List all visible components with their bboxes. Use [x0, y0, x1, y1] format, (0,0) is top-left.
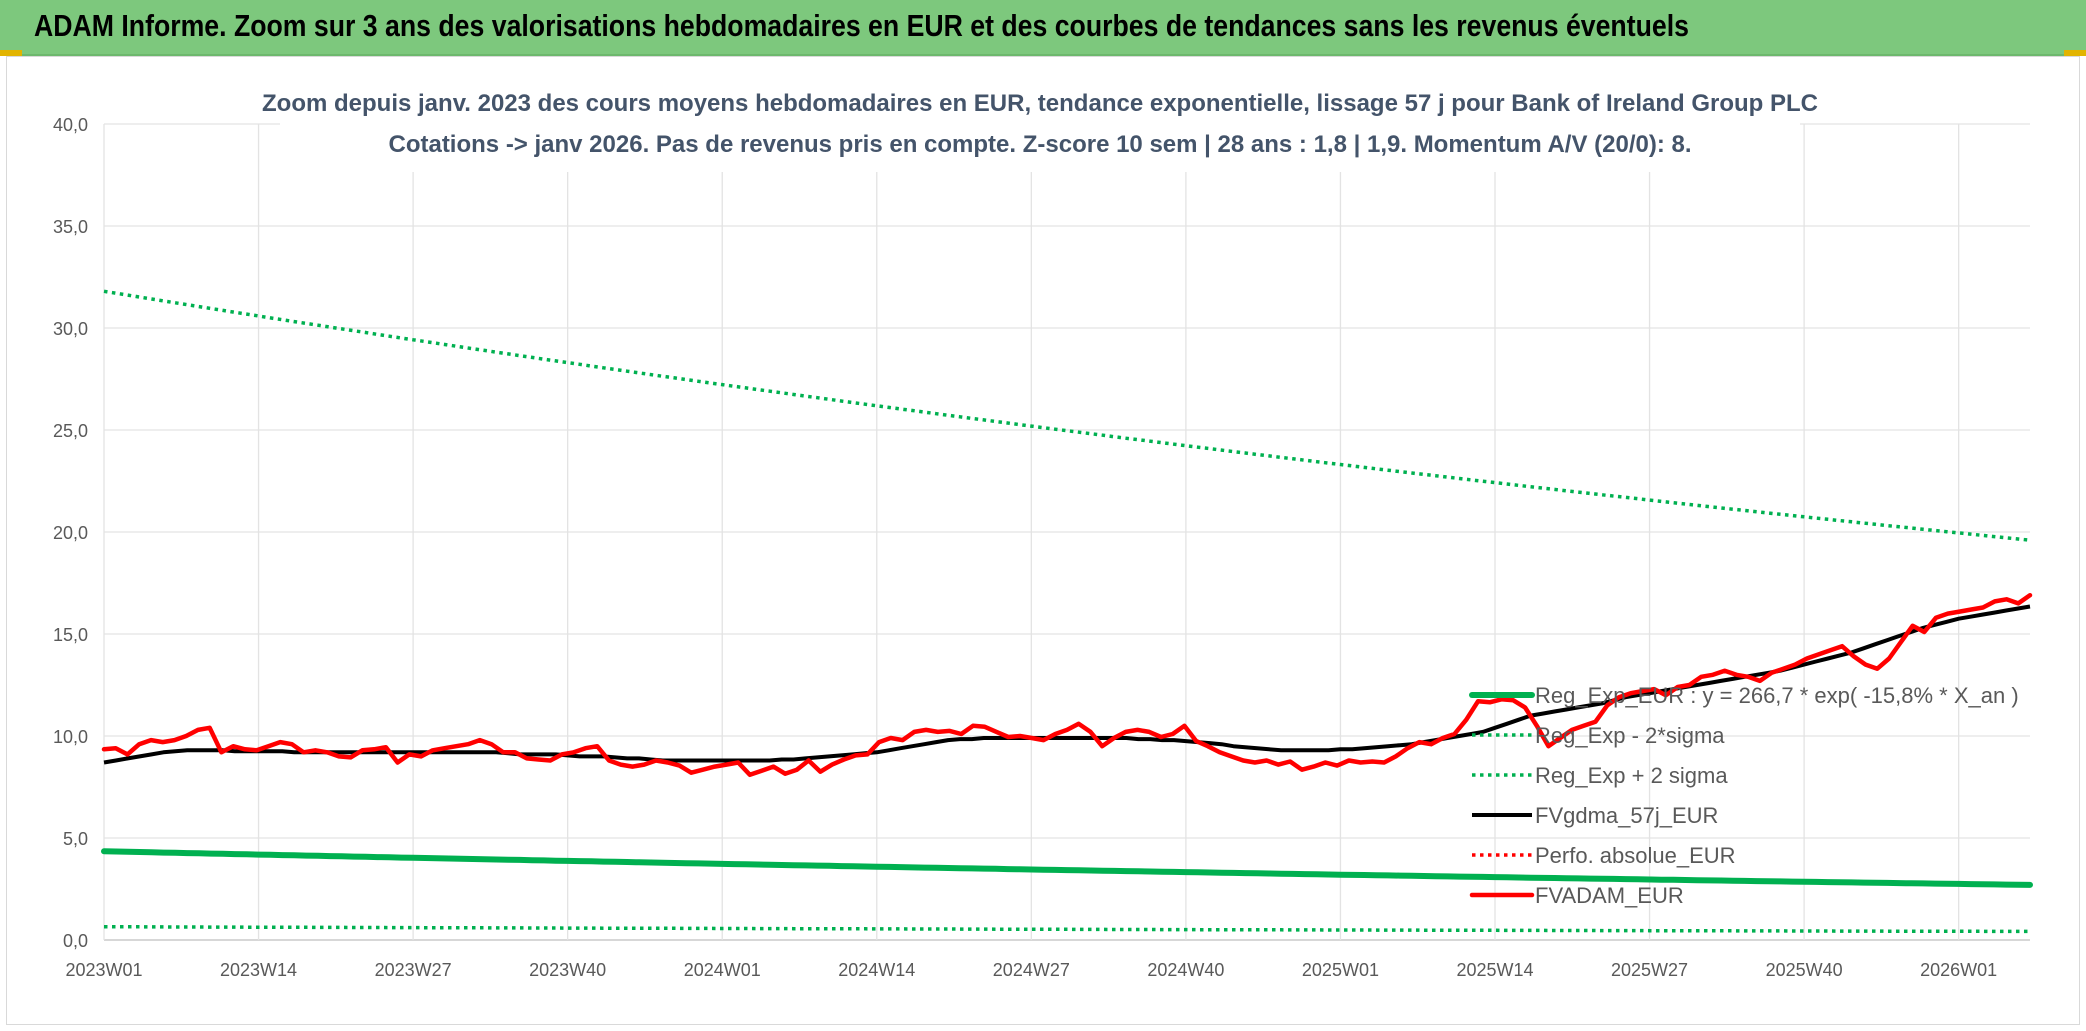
series-reg-exp-line [101, 848, 2033, 888]
x-tick-label: 2023W14 [220, 960, 297, 980]
report-banner: ADAM Informe. Zoom sur 3 ans des valoris… [0, 0, 2086, 56]
y-tick-label: 25,0 [53, 421, 88, 441]
report-title: ADAM Informe. Zoom sur 3 ans des valoris… [34, 8, 1689, 43]
x-tick-label: 2023W27 [375, 960, 452, 980]
x-tick-label: 2023W40 [529, 960, 606, 980]
x-tick-label: 2024W27 [993, 960, 1070, 980]
legend-label-reg-exp: Reg_Exp_EUR : y = 266,7 * exp( -15,8% * … [1535, 683, 2019, 708]
x-tick-label: 2024W40 [1147, 960, 1224, 980]
x-tick-label: 2025W01 [1302, 960, 1379, 980]
legend-label-reg-exp-minus-2sigma: Reg_Exp - 2*sigma [1535, 723, 1725, 748]
y-tick-label: 5,0 [63, 829, 88, 849]
series-fvadam-line [101, 592, 2033, 778]
y-tick-label: 40,0 [53, 115, 88, 135]
chart-frame [6, 56, 2080, 1025]
x-tick-label: 2026W01 [1920, 960, 1997, 980]
chart-title-background [280, 80, 1800, 172]
y-tick-label: 20,0 [53, 523, 88, 543]
legend-label-reg-exp-plus-2sigma: Reg_Exp + 2 sigma [1535, 763, 1728, 788]
x-tick-label: 2025W14 [1456, 960, 1533, 980]
x-tick-label: 2024W01 [684, 960, 761, 980]
y-tick-label: 15,0 [53, 625, 88, 645]
series-reg-exp-minus-2sigma-line [103, 924, 2030, 934]
banner-accent-right [2064, 50, 2086, 56]
chart-title: Zoom depuis janv. 2023 des cours moyens … [262, 80, 1818, 172]
y-tick-label: 35,0 [53, 217, 88, 237]
chart-title-line-1: Zoom depuis janv. 2023 des cours moyens … [262, 90, 1818, 117]
series-layer [101, 289, 2033, 934]
y-axis-ticks: 0,0 5,0 10,0 15,0 20,0 25,0 30,0 35,0 40,0 [53, 115, 88, 951]
x-tick-label: 2024W14 [838, 960, 915, 980]
banner-accent-left [0, 50, 22, 56]
legend: Reg_Exp_EUR : y = 266,7 * exp( -15,8% * … [1469, 683, 2019, 908]
x-tick-label: 2023W01 [65, 960, 142, 980]
grid-layer [103, 123, 2030, 941]
chart-title-line-2: Cotations -> janv 2026. Pas de revenus p… [388, 131, 1691, 158]
x-axis-ticks: 2023W01 2023W14 2023W27 2023W40 2024W01 2024W… [65, 960, 1997, 980]
x-tick-label: 2025W27 [1611, 960, 1688, 980]
legend-label-perfo-absolue: Perfo. absolue_EUR [1535, 843, 1736, 868]
y-tick-label: 0,0 [63, 931, 88, 951]
y-tick-label: 10,0 [53, 727, 88, 747]
legend-label-fvgdma-57j: FVgdma_57j_EUR [1535, 803, 1718, 828]
legend-label-fvadam: FVADAM_EUR [1535, 883, 1684, 908]
y-tick-label: 30,0 [53, 319, 88, 339]
x-tick-label: 2025W40 [1766, 960, 1843, 980]
